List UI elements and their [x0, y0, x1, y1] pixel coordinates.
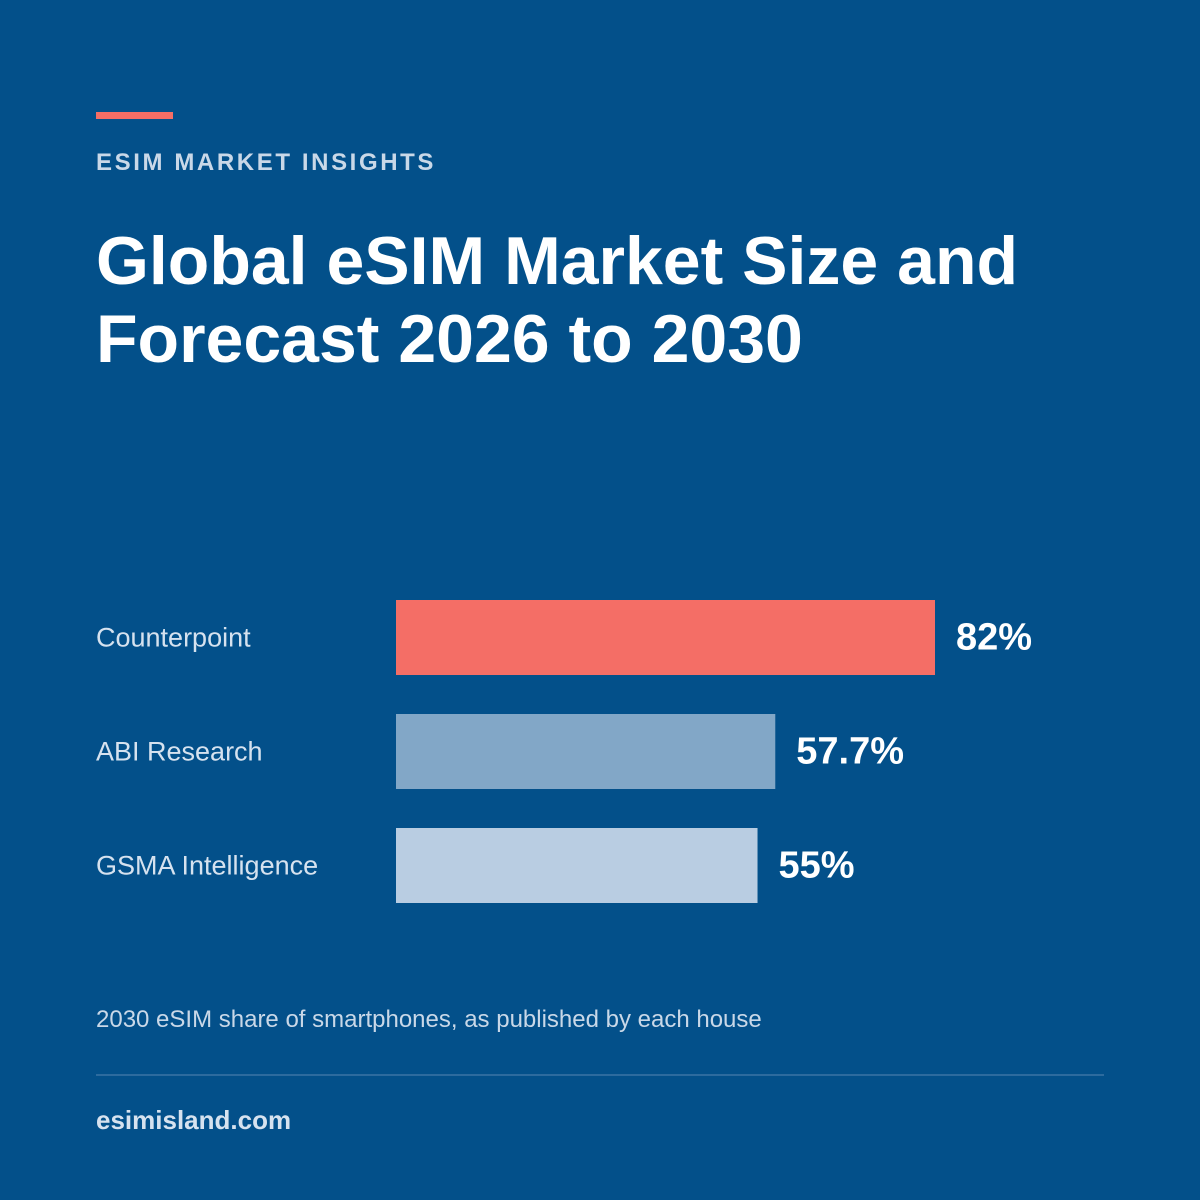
value-label-gsma-intelligence: 55%: [779, 845, 855, 887]
accent-line: [96, 112, 173, 119]
bar-chart: Counterpoint 82% ABI Research 57.7% GSMA Int…: [0, 560, 1200, 940]
bar-chart-svg: Counterpoint 82% ABI Research 57.7% GSMA Int…: [96, 600, 1032, 903]
site-link[interactable]: esimisland.com: [96, 1105, 292, 1135]
bar-gsma-intelligence: [396, 828, 758, 903]
page-title: Global eSIM Market Size and Forecast 202…: [96, 223, 1019, 377]
bar-counterpoint: [396, 600, 935, 675]
bar-abi-research: [396, 714, 776, 789]
value-label-abi-research: 57.7%: [796, 731, 904, 773]
chart-caption: 2030 eSIM share of smartphones, as publi…: [96, 1006, 762, 1033]
category-label-gsma-intelligence: GSMA Intelligence: [96, 851, 318, 881]
eyebrow-label: ESIM MARKET INSIGHTS: [96, 149, 437, 176]
footer-divider: [96, 1074, 1104, 1076]
category-label-abi-research: ABI Research: [96, 737, 263, 767]
value-label-counterpoint: 82%: [956, 617, 1032, 659]
category-label-counterpoint: Counterpoint: [96, 623, 251, 653]
